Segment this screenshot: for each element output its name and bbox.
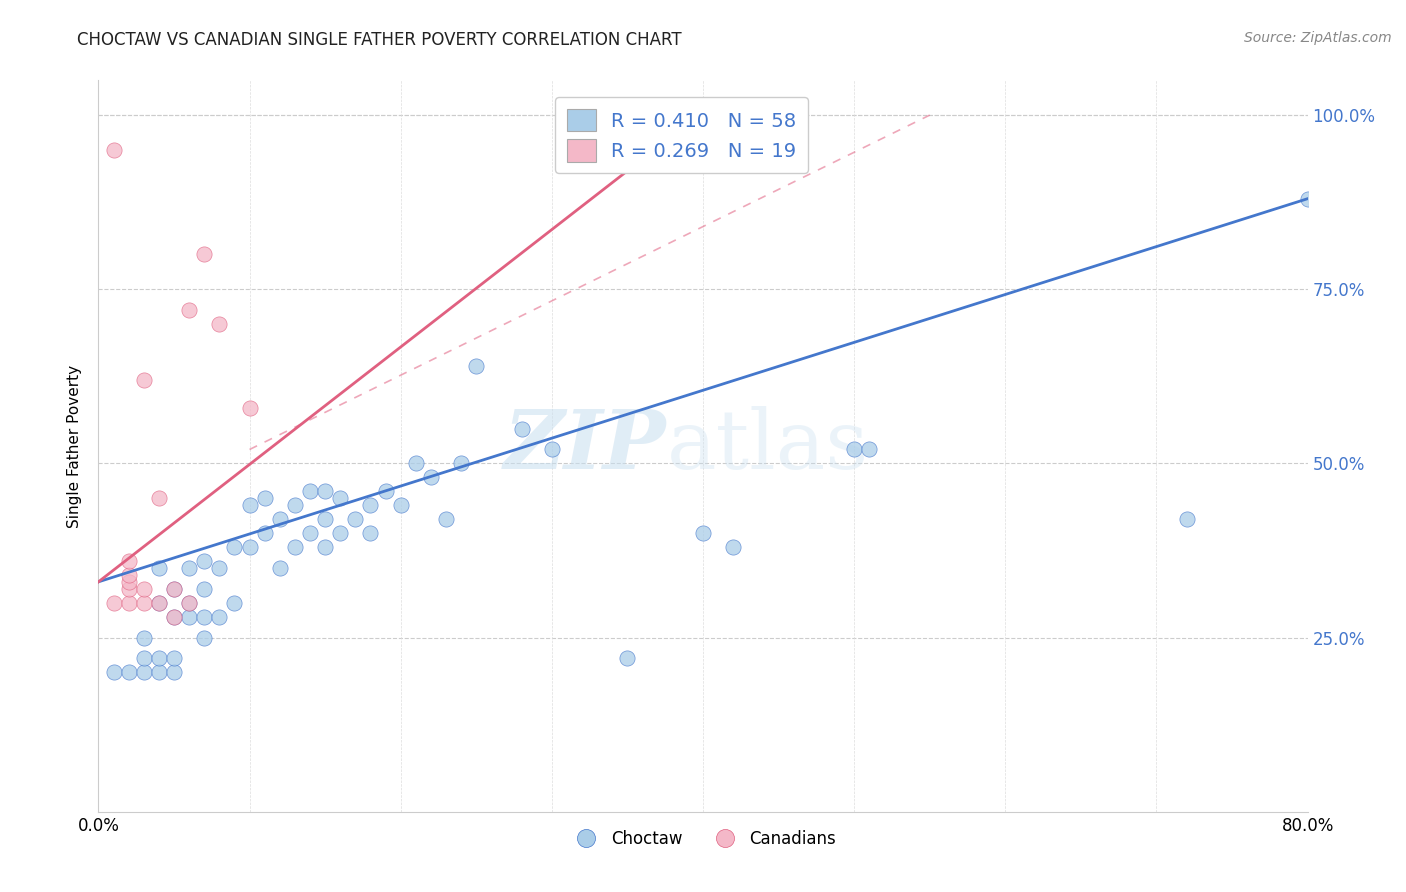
Y-axis label: Single Father Poverty: Single Father Poverty	[67, 365, 83, 527]
Point	[405, 457, 427, 471]
Point	[163, 609, 186, 624]
Point	[118, 582, 141, 596]
Point	[132, 373, 155, 387]
Legend: Choctaw, Canadians: Choctaw, Canadians	[562, 823, 844, 855]
Point	[118, 567, 141, 582]
Point	[269, 561, 291, 575]
Point	[132, 596, 155, 610]
Point	[179, 596, 201, 610]
Point	[193, 631, 215, 645]
Point	[284, 540, 307, 554]
Text: Source: ZipAtlas.com: Source: ZipAtlas.com	[1244, 31, 1392, 45]
Point	[132, 631, 155, 645]
Point	[163, 609, 186, 624]
Point	[844, 442, 866, 457]
Point	[360, 526, 382, 541]
Point	[224, 540, 246, 554]
Point	[434, 512, 457, 526]
Point	[132, 651, 155, 665]
Point	[148, 665, 170, 680]
Point	[132, 582, 155, 596]
Point	[253, 491, 276, 506]
Point	[148, 491, 170, 506]
Point	[148, 561, 170, 575]
Point	[360, 498, 382, 512]
Point	[103, 665, 125, 680]
Point	[723, 540, 745, 554]
Point	[329, 491, 352, 506]
Point	[329, 526, 352, 541]
Point	[1175, 512, 1198, 526]
Point	[239, 498, 262, 512]
Point	[253, 526, 276, 541]
Point	[420, 470, 443, 484]
Point	[616, 651, 638, 665]
Text: CHOCTAW VS CANADIAN SINGLE FATHER POVERTY CORRELATION CHART: CHOCTAW VS CANADIAN SINGLE FATHER POVERT…	[77, 31, 682, 49]
Point	[239, 540, 262, 554]
Point	[132, 665, 155, 680]
Point	[208, 561, 231, 575]
Point	[540, 442, 562, 457]
Point	[239, 401, 262, 415]
Point	[193, 609, 215, 624]
Point	[314, 484, 336, 499]
Point	[118, 554, 141, 568]
Point	[179, 596, 201, 610]
Point	[208, 609, 231, 624]
Point	[374, 484, 396, 499]
Point	[163, 651, 186, 665]
Point	[163, 582, 186, 596]
Point	[299, 484, 322, 499]
Point	[148, 651, 170, 665]
Point	[344, 512, 367, 526]
Point	[510, 421, 533, 435]
Point	[224, 596, 246, 610]
Point	[1296, 192, 1319, 206]
Point	[193, 247, 215, 261]
Point	[465, 359, 488, 373]
Point	[118, 665, 141, 680]
Point	[103, 596, 125, 610]
Point	[179, 561, 201, 575]
Point	[163, 582, 186, 596]
Point	[284, 498, 307, 512]
Point	[148, 596, 170, 610]
Point	[314, 540, 336, 554]
Point	[389, 498, 412, 512]
Point	[179, 609, 201, 624]
Point	[692, 526, 714, 541]
Point	[118, 574, 141, 589]
Point	[148, 596, 170, 610]
Point	[193, 582, 215, 596]
Point	[858, 442, 880, 457]
Point	[299, 526, 322, 541]
Point	[103, 143, 125, 157]
Point	[179, 303, 201, 318]
Point	[269, 512, 291, 526]
Point	[118, 596, 141, 610]
Text: atlas: atlas	[666, 406, 869, 486]
Point	[450, 457, 472, 471]
Point	[163, 665, 186, 680]
Point	[193, 554, 215, 568]
Point	[208, 317, 231, 331]
Point	[314, 512, 336, 526]
Text: ZIP: ZIP	[505, 406, 666, 486]
